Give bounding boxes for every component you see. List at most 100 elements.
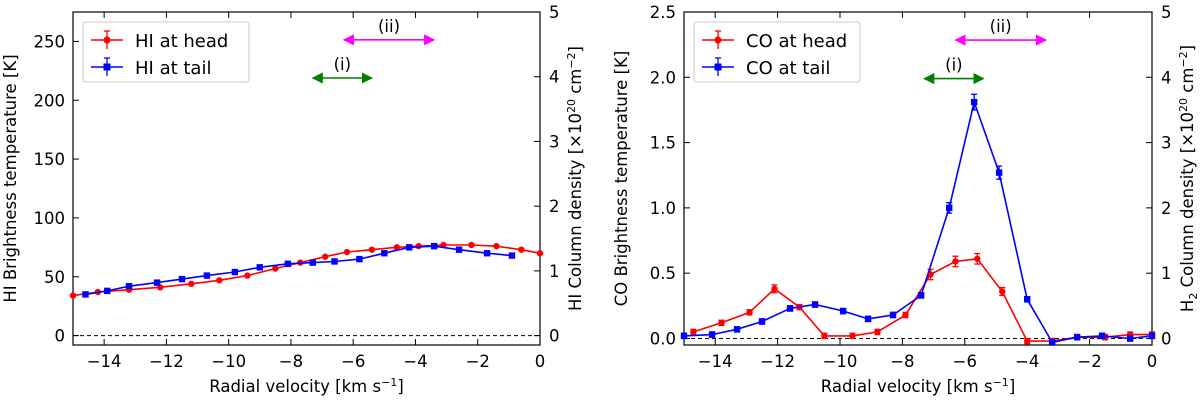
hi-y-tick-label: 150	[34, 150, 66, 169]
hi-tail-point	[284, 260, 292, 268]
hi-head-point	[188, 280, 195, 288]
co-y2-axis-label-end: ]	[1178, 45, 1197, 51]
co-tail-point	[864, 315, 872, 323]
co-tail-point	[1024, 296, 1031, 303]
co-tail-point	[1148, 332, 1156, 340]
hi-x-axis-label-main: Radial velocity [km s	[209, 377, 381, 396]
hi-y2-tick-label: 2	[549, 197, 560, 216]
co-tail-point	[786, 305, 794, 312]
hi-head-point	[244, 272, 251, 279]
co-x-tick-label: −14	[698, 352, 733, 371]
hi-head-point	[493, 242, 500, 250]
co-x-axis-label: Radial velocity [km s−1]	[821, 376, 1016, 396]
co-tail-point	[970, 98, 978, 106]
hi-y2-axis-label-mid: cm	[566, 69, 585, 99]
hi-x-tick-label: −8	[279, 352, 303, 371]
co-y2-axis-label: H2 Column density [×1020 cm−2]	[1177, 45, 1200, 312]
co-y-tick-label: 1.5	[650, 134, 676, 153]
co-tail-point	[733, 326, 741, 333]
co-y2-tick-label: 4	[1161, 68, 1172, 87]
hi-x-axis-label-end: ]	[397, 377, 403, 396]
hi-tail-legend-label: HI at tail	[135, 58, 211, 79]
hi-y2-tick-label: 3	[549, 132, 560, 151]
hi-x-tick-label: −4	[403, 352, 427, 371]
co-chart-panel: −14 −12 −10 −8 −6 −4 −2 00.00.51.01.52.02.50123…	[612, 3, 1200, 396]
hi-head-point	[536, 250, 544, 257]
co-x-tick-label: −2	[1077, 352, 1101, 371]
co-axes-frame	[683, 11, 1153, 346]
co-range-ii-label: (ii)	[990, 17, 1012, 36]
co-tail-point	[1126, 335, 1134, 342]
hi-y-tick-label: 200	[34, 91, 66, 110]
co-head-point	[952, 258, 959, 265]
hi-head-point	[518, 246, 525, 253]
co-tail-point	[680, 332, 688, 340]
hi-x-tick-label: −12	[149, 352, 184, 371]
co-tail-series-line	[683, 99, 1153, 344]
hi-x-tick-label: 0	[535, 352, 546, 371]
co-head-point	[1023, 337, 1031, 345]
co-x-tick-label: −8	[890, 352, 914, 371]
hi-x-tick-label: −2	[466, 352, 490, 371]
hi-tail-point	[125, 282, 133, 290]
co-range-i-label: (i)	[945, 56, 962, 75]
hi-x-tick-label: −10	[211, 352, 246, 371]
hi-tail-point	[356, 255, 363, 263]
co-x-axis-label-end: ]	[1009, 377, 1015, 396]
hi-head-point	[468, 241, 475, 249]
co-x-axis-label-main: Radial velocity [km s	[821, 377, 993, 396]
hi-y2-axis-label-sup: 20	[565, 99, 578, 113]
hi-tail-point	[483, 250, 491, 257]
co-y2-tick-label: 5	[1161, 3, 1172, 22]
hi-y2-tick-label: 5	[549, 3, 560, 22]
co-y2-tick-label: 1	[1161, 264, 1172, 283]
co-tail-point	[708, 331, 716, 338]
co-y2-axis-label-sup2: −2	[1177, 51, 1190, 67]
hi-tail-point	[231, 268, 239, 276]
hi-head-point	[393, 244, 400, 251]
co-x-axis-label-sup: −1	[993, 376, 1009, 389]
co-head-point	[718, 319, 725, 326]
co-head-legend-label: CO at head	[746, 31, 847, 52]
co-y2-tick-label: 3	[1161, 134, 1172, 153]
hi-tail-point	[104, 287, 111, 295]
co-x-tick-label: 0	[1147, 352, 1158, 371]
co-y-tick-label: 2.5	[650, 3, 676, 22]
co-tail-point	[1073, 333, 1081, 341]
hi-tail-point	[381, 250, 388, 257]
co-head-point	[746, 309, 753, 316]
hi-tail-point	[455, 246, 463, 253]
co-tail-point	[946, 204, 953, 212]
hi-y-tick-label: 0	[55, 327, 66, 346]
hi-legend-box	[82, 21, 250, 83]
co-x-tick-label: −6	[953, 352, 977, 371]
co-y2-tick-label: 0	[1161, 329, 1172, 348]
hi-axes-frame	[72, 11, 541, 346]
co-x-tick-label: −4	[1015, 352, 1039, 371]
hi-head-point	[216, 277, 223, 284]
hi-tail-legend-marker	[103, 63, 111, 71]
co-tail-point	[839, 307, 847, 315]
hi-y2-tick-label: 1	[549, 262, 560, 281]
hi-y-tick-label: 50	[44, 268, 65, 287]
co-y-tick-label: 2.0	[650, 68, 676, 87]
hi-tail-point	[406, 244, 413, 251]
hi-y-tick-label: 250	[34, 32, 66, 51]
hi-y2-axis-label-main: HI Column density [×10	[566, 113, 585, 311]
co-tail-point	[758, 318, 766, 325]
co-legend-box	[693, 21, 861, 83]
co-tail-legend-marker	[714, 63, 722, 71]
co-y-tick-label: 1.0	[650, 199, 676, 218]
co-x-tick-label: −12	[760, 352, 795, 371]
co-tail-point	[811, 301, 819, 308]
hi-head-point	[343, 248, 351, 256]
co-head-point	[690, 328, 697, 336]
co-y-axis-label: CO Brightness temperature [K]	[612, 51, 631, 307]
co-y2-axis-label-sub: 2	[1187, 293, 1200, 300]
hi-tail-point	[153, 279, 161, 286]
hi-head-legend-label: HI at head	[135, 31, 228, 52]
co-head-point	[974, 255, 981, 263]
co-tail-legend-label: CO at tail	[746, 58, 830, 79]
hi-x-axis-label: Radial velocity [km s−1]	[209, 376, 404, 396]
